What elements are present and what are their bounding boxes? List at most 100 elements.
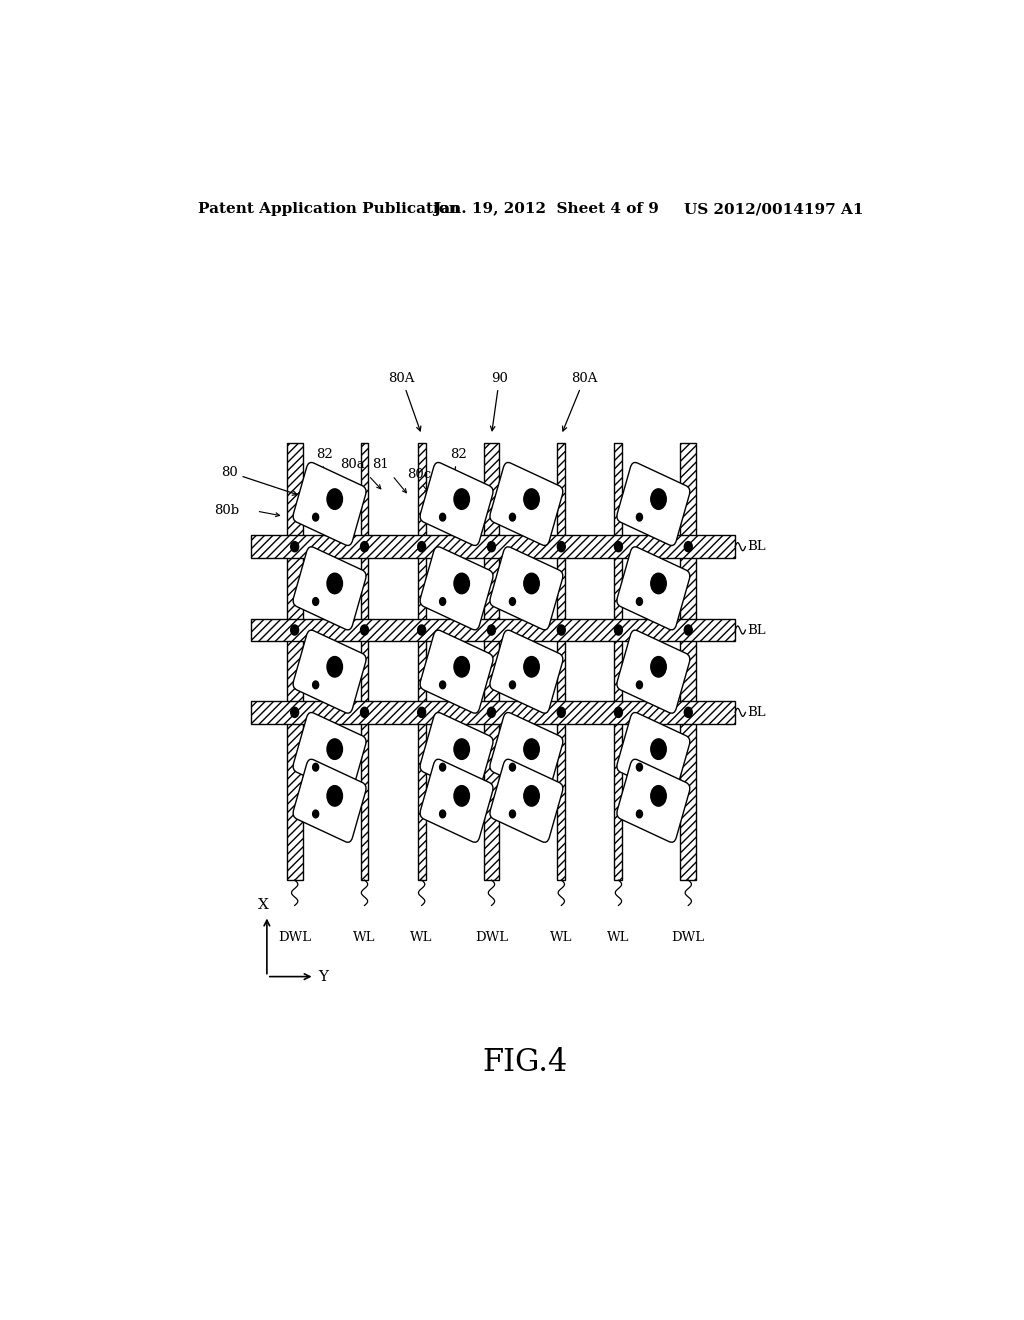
Ellipse shape [651,488,667,510]
Circle shape [439,810,445,818]
Text: FIG.4: FIG.4 [482,1048,567,1078]
Text: X: X [257,898,268,912]
Ellipse shape [454,488,469,510]
Circle shape [487,624,496,635]
Ellipse shape [651,739,667,759]
Circle shape [439,763,445,771]
Ellipse shape [524,739,540,759]
Ellipse shape [327,488,342,510]
Circle shape [637,763,642,771]
Circle shape [418,541,426,552]
FancyBboxPatch shape [293,462,366,545]
Text: 80c: 80c [408,467,431,480]
Text: WL: WL [550,931,572,944]
FancyBboxPatch shape [616,630,690,713]
Ellipse shape [454,785,469,807]
Text: BL: BL [748,623,766,636]
Text: BL: BL [748,706,766,719]
Circle shape [614,708,623,718]
Ellipse shape [524,573,540,594]
Circle shape [291,708,299,718]
Circle shape [291,624,299,635]
Circle shape [360,541,369,552]
Circle shape [510,763,515,771]
FancyBboxPatch shape [420,462,493,545]
Text: 80a: 80a [340,458,365,471]
Text: DWL: DWL [672,931,705,944]
Circle shape [557,624,565,635]
Text: 90: 90 [490,372,508,430]
Bar [287,444,303,880]
Circle shape [439,598,445,606]
FancyBboxPatch shape [293,759,366,842]
Bar [418,444,426,880]
Circle shape [312,513,318,521]
Circle shape [510,598,515,606]
Ellipse shape [524,656,540,677]
FancyBboxPatch shape [616,462,690,545]
Text: 80: 80 [221,466,297,495]
Circle shape [637,810,642,818]
FancyBboxPatch shape [420,713,493,796]
Ellipse shape [524,785,540,807]
Text: 82: 82 [450,449,467,492]
Circle shape [312,763,318,771]
Text: 82: 82 [316,449,333,491]
Circle shape [557,708,565,718]
Circle shape [557,541,565,552]
Bar [483,444,500,880]
Text: WL: WL [411,931,433,944]
Ellipse shape [651,656,667,677]
Circle shape [684,541,692,552]
Bar [680,444,696,880]
Circle shape [487,708,496,718]
Circle shape [637,598,642,606]
Ellipse shape [327,739,342,759]
FancyBboxPatch shape [420,546,493,630]
Text: Jan. 19, 2012  Sheet 4 of 9: Jan. 19, 2012 Sheet 4 of 9 [433,202,659,216]
Text: WL: WL [607,931,630,944]
Bar [557,444,565,880]
Circle shape [291,541,299,552]
Ellipse shape [454,573,469,594]
Circle shape [360,708,369,718]
Circle shape [360,624,369,635]
Circle shape [614,624,623,635]
Circle shape [312,810,318,818]
Ellipse shape [327,573,342,594]
FancyBboxPatch shape [489,462,563,545]
Text: Patent Application Publication: Patent Application Publication [198,202,460,216]
Text: DWL: DWL [279,931,311,944]
Circle shape [614,541,623,552]
Ellipse shape [651,573,667,594]
Circle shape [312,681,318,689]
FancyBboxPatch shape [489,546,563,630]
FancyBboxPatch shape [293,713,366,796]
Text: 80A: 80A [388,372,421,430]
Bar [251,619,735,642]
Circle shape [510,810,515,818]
FancyBboxPatch shape [616,713,690,796]
Bar [614,444,623,880]
Circle shape [487,541,496,552]
FancyBboxPatch shape [420,759,493,842]
Bar [251,701,735,723]
FancyBboxPatch shape [489,713,563,796]
Ellipse shape [327,656,342,677]
Text: 80b: 80b [214,503,240,516]
FancyBboxPatch shape [420,630,493,713]
Text: DWL: DWL [475,931,508,944]
Circle shape [684,624,692,635]
Circle shape [439,681,445,689]
Ellipse shape [327,785,342,807]
Circle shape [637,681,642,689]
Circle shape [439,513,445,521]
FancyBboxPatch shape [489,630,563,713]
Text: BL: BL [748,540,766,553]
Text: WL: WL [353,931,376,944]
FancyBboxPatch shape [616,759,690,842]
Text: 80A: 80A [562,372,598,432]
Circle shape [684,708,692,718]
FancyBboxPatch shape [489,759,563,842]
Circle shape [312,598,318,606]
